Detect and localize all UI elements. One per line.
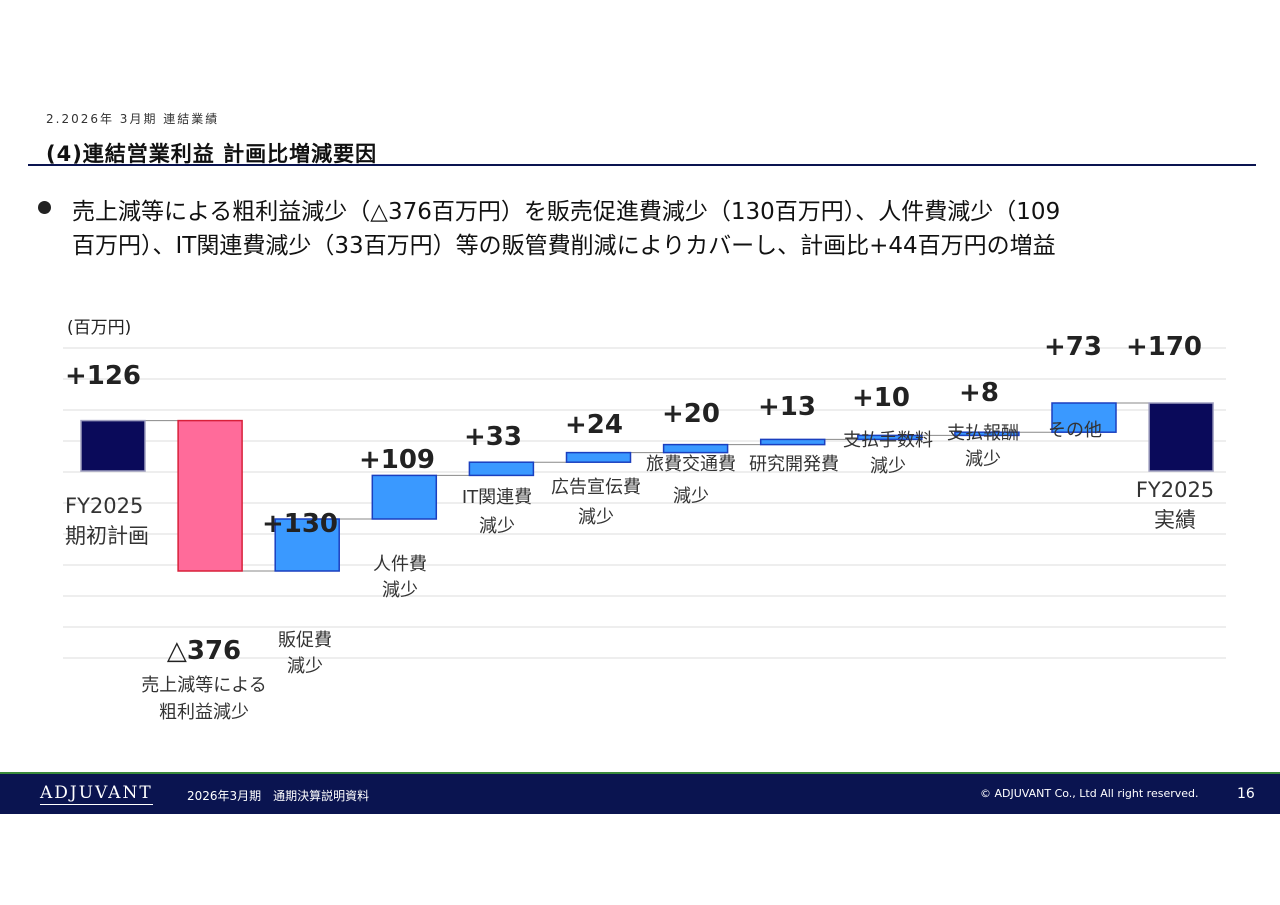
category-label-line: 支払手数料: [843, 430, 933, 451]
section-heading: 2.2026年 3月期 連結業績: [46, 112, 220, 126]
data-label: +170: [1126, 332, 1202, 362]
data-label: +13: [758, 392, 816, 422]
category-label-line: 実績: [1154, 508, 1196, 532]
chart-gridlines: [63, 347, 1226, 659]
category-label-line: 販促費: [278, 630, 332, 651]
data-label: +126: [65, 361, 141, 391]
bullet-icon: [38, 201, 51, 214]
category-label: 支払手数料減少: [843, 430, 933, 477]
category-label-line: その他: [1048, 420, 1102, 441]
bar: [662, 443, 729, 454]
unit-label: (百万円): [67, 318, 131, 338]
category-label: その他: [1048, 420, 1102, 441]
page-title: (4)連結営業利益 計画比増減要因: [46, 142, 378, 166]
category-label: 販促費減少: [278, 630, 332, 677]
category-label: 研究開発費: [749, 454, 839, 475]
page-number: 16: [1237, 786, 1255, 802]
category-label-line: 減少: [382, 580, 418, 601]
footer-copyright: © ADJUVANT Co., Ltd All right reserved.: [980, 787, 1199, 800]
category-label-line: 人件費: [373, 554, 427, 575]
category-label: 旅費交通費減少: [646, 454, 736, 507]
category-label: 支払報酬減少: [947, 423, 1019, 470]
category-label-line: 減少: [673, 486, 709, 507]
bar: [1148, 402, 1214, 472]
bar: [371, 474, 438, 520]
category-label: 人件費減少: [373, 554, 427, 601]
footer-bar: ADJUVANT 2026年3月期 通期決算説明資料 © ADJUVANT Co…: [0, 772, 1280, 814]
category-label: IT関連費減少: [462, 487, 532, 537]
category-label-line: IT関連費: [462, 487, 532, 508]
data-label: +20: [662, 399, 720, 429]
title-underline: [28, 164, 1256, 166]
data-label: +8: [959, 378, 999, 408]
data-label: △376: [167, 636, 241, 666]
bar: [759, 438, 826, 446]
bullet-text-line-1: 売上減等による粗利益減少（△376百万円）を販売促進費減少（130百万円）、人件…: [72, 199, 1061, 225]
footer-document-title: 2026年3月期 通期決算説明資料: [187, 789, 370, 803]
category-label: FY2025 実績: [1136, 478, 1214, 532]
category-label: 売上減等による粗利益減少: [141, 675, 266, 723]
category-label-line: 研究開発費: [749, 454, 839, 475]
category-label-line: 減少: [870, 456, 906, 477]
category-label-line: FY2025: [1136, 478, 1214, 502]
bullet-text-line-2: 百万円）、IT関連費減少（33百万円）等の販管費削減によりカバーし、計画比+44…: [72, 233, 1056, 259]
bar: [274, 518, 340, 572]
data-label: +73: [1044, 332, 1102, 362]
waterfall-chart: (百万円) +126 FY2025 期初計画 △376 売上減等による粗利益減少 +130 販…: [63, 318, 1226, 723]
bar: [80, 419, 146, 472]
category-label: FY2025 期初計画: [65, 494, 149, 548]
category-label-line: 粗利益減少: [159, 702, 249, 723]
data-label: +24: [565, 410, 623, 440]
category-label-line: 支払報酬: [947, 423, 1019, 444]
chart-bars: [80, 402, 1214, 572]
category-label-line: 旅費交通費: [646, 454, 736, 475]
category-label-line: 売上減等による: [141, 675, 266, 696]
data-label: +10: [852, 383, 910, 413]
data-label: +109: [359, 445, 435, 475]
category-label-line: 減少: [287, 656, 323, 677]
category-label-line: 広告宣伝費: [551, 477, 641, 498]
bar: [468, 461, 535, 477]
data-label: +33: [464, 422, 522, 452]
category-label: 広告宣伝費減少: [551, 477, 641, 528]
company-logo: ADJUVANT: [40, 783, 153, 805]
category-label-line: 期初計画: [65, 524, 149, 548]
bar: [954, 431, 1020, 437]
chart-labels: (百万円) +126 FY2025 期初計画 △376 売上減等による粗利益減少 +130 販…: [65, 318, 1214, 723]
category-label-line: 減少: [965, 449, 1001, 470]
bar: [565, 451, 632, 463]
data-label: +130: [262, 509, 338, 539]
bar: [857, 434, 923, 441]
chart-connectors: [145, 402, 1150, 572]
category-label-line: FY2025: [65, 494, 143, 518]
bar: [1051, 402, 1117, 433]
category-label-line: 減少: [479, 516, 515, 537]
category-label-line: 減少: [578, 507, 614, 528]
bar: [177, 419, 243, 572]
